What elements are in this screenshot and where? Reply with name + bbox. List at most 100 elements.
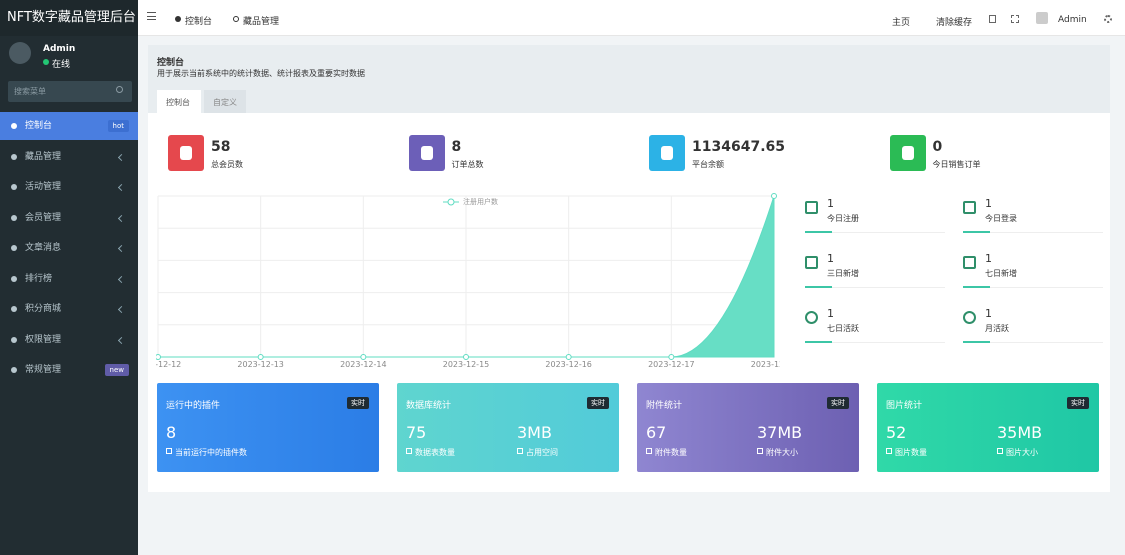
card-title: 图片统计	[886, 401, 923, 411]
mini-icon	[805, 201, 818, 214]
card-value: 37MB	[757, 423, 803, 442]
search-icon[interactable]	[116, 86, 123, 93]
menu-bullet	[11, 367, 17, 373]
menu-item[interactable]: 权限管理	[0, 326, 138, 354]
legend-label: 注册用户数	[463, 197, 498, 206]
menu-item[interactable]: 积分商城	[0, 295, 138, 323]
mini-value: 1	[827, 197, 834, 210]
icon[interactable]	[989, 15, 996, 23]
legend-marker	[447, 198, 455, 206]
stat-value: 0	[932, 139, 943, 155]
info-card: 附件统计 实时 67 附件数量 37MB 附件大小	[637, 383, 859, 472]
card-title: 附件统计	[646, 401, 683, 411]
user-status: 在线	[52, 60, 71, 70]
panel-tab-bg[interactable]	[204, 90, 246, 113]
avatar	[9, 42, 31, 64]
stat-value: 8	[451, 139, 462, 155]
divider	[805, 342, 945, 343]
top-tab[interactable]: 控制台	[185, 17, 213, 27]
point	[257, 354, 264, 360]
menu-bullet	[11, 245, 17, 251]
card-label: 数据表数量	[415, 448, 455, 457]
menu-bullet	[11, 123, 17, 129]
card-badge: 实时	[347, 397, 369, 409]
card-value: 67	[646, 423, 667, 442]
divider-accent	[805, 341, 832, 343]
panel-header	[148, 45, 1110, 113]
panel-tab[interactable]: 控制台	[166, 98, 190, 107]
user-name: Admin	[43, 44, 76, 54]
stat-label: 总会员数	[211, 160, 243, 169]
x-tick-label: 2023-12-13	[237, 360, 284, 369]
card-item-icon	[997, 448, 1003, 454]
mini-label: 月活跃	[985, 324, 1009, 333]
card-label: 当前运行中的插件数	[175, 448, 247, 457]
stat-icon	[649, 135, 685, 171]
card-value: 8	[166, 423, 177, 442]
menu-bullet	[11, 153, 17, 160]
stat-glyph	[901, 146, 914, 160]
menu-label: 权限管理	[25, 334, 62, 345]
x-tick-label: 2023-12-12	[156, 360, 181, 369]
chart: 2023-12-12 2023-12-13 2023-12-14 2023-12-15…	[156, 193, 780, 369]
mini-value: 1	[985, 252, 992, 265]
menu-bullet	[11, 214, 17, 221]
card-value: 3MB	[517, 423, 552, 442]
menu-item[interactable]: 控制台 hot	[0, 112, 138, 140]
card-badge: 实时	[827, 397, 849, 409]
menu-item[interactable]: 藏品管理	[0, 143, 138, 171]
search-box[interactable]	[8, 81, 132, 102]
menu-bullet	[11, 306, 17, 312]
top-user[interactable]: Admin	[1058, 15, 1087, 25]
point	[463, 354, 469, 360]
x-tick-label: 2023-12-14	[340, 360, 387, 369]
mini-value: 1	[827, 307, 834, 320]
card-label: 图片数量	[895, 448, 927, 457]
panel-tab-active[interactable]	[157, 90, 201, 113]
divider	[963, 232, 1103, 233]
settings-icon[interactable]	[1104, 15, 1112, 23]
stat-glyph	[420, 146, 433, 160]
stat-glyph	[180, 146, 192, 160]
card-label: 附件数量	[655, 448, 687, 457]
card-item-icon	[517, 448, 523, 454]
menu-badge: new	[104, 364, 129, 376]
panel-tab[interactable]: 自定义	[213, 98, 237, 107]
stat-value: 1134647.65	[692, 139, 785, 155]
stat-icon	[889, 135, 926, 171]
icon[interactable]	[1011, 15, 1019, 23]
menu-item[interactable]: 文章消息	[0, 234, 138, 262]
menu-label: 排行榜	[25, 273, 53, 284]
x-tick-label: 2023-12-15	[443, 360, 490, 369]
mini-value: 1	[985, 307, 992, 320]
card-item-icon	[886, 448, 892, 454]
stat-icon	[408, 135, 445, 171]
x-tick-label: 2023-12-18	[751, 360, 780, 369]
divider-accent	[963, 341, 990, 343]
divider	[963, 342, 1103, 343]
topbar: 控制台 藏品管理 主页 清除缓存 Admin	[138, 0, 1125, 36]
stat-value: 58	[211, 139, 231, 155]
divider	[963, 287, 1103, 288]
mini-label: 三日新增	[827, 269, 859, 278]
menu-label: 会员管理	[25, 212, 62, 223]
card-title: 数据库统计	[406, 401, 452, 411]
search-placeholder: 搜索菜单	[14, 87, 46, 96]
logo[interactable]: NFT数字藏品管理后台	[0, 0, 138, 36]
top-link[interactable]: 主页	[892, 18, 911, 28]
menu-toggle[interactable]	[147, 12, 156, 20]
menu-item[interactable]: 常规管理 new	[0, 356, 138, 384]
card-title: 运行中的插件	[166, 401, 221, 411]
top-avatar	[1036, 12, 1048, 24]
menu-bullet	[11, 184, 17, 190]
card-label: 图片大小	[1006, 448, 1038, 457]
menu-label: 控制台	[25, 121, 53, 131]
info-card: 数据库统计 实时 75 数据表数量 3MB 占用空间	[397, 383, 619, 472]
menu-item[interactable]: 活动管理	[0, 173, 138, 201]
top-link[interactable]: 清除缓存	[936, 18, 973, 28]
menu-item[interactable]: 会员管理	[0, 204, 138, 232]
divider	[805, 232, 945, 233]
top-tab[interactable]: 藏品管理	[243, 17, 280, 27]
menu-item[interactable]: 排行榜	[0, 265, 138, 293]
panel-description: 用于展示当前系统中的统计数据、统计报表及重要实时数据	[157, 69, 365, 78]
